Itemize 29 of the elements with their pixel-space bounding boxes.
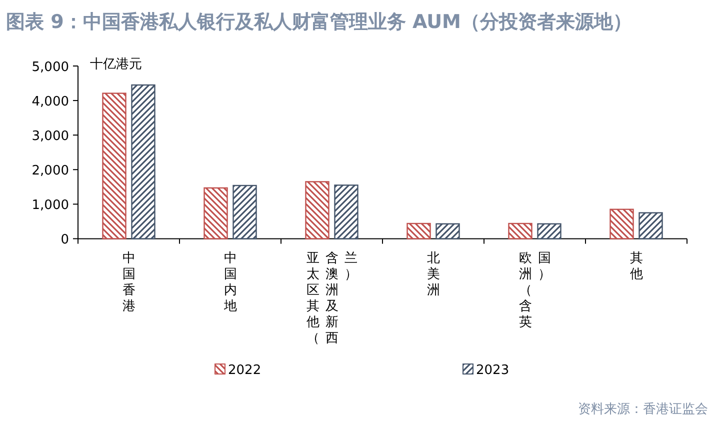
y-tick-label: 5,000 bbox=[32, 60, 69, 75]
bar bbox=[131, 84, 156, 240]
y-axis-title: 十亿港元 bbox=[90, 57, 142, 72]
x-tick-label: 其他 bbox=[629, 250, 644, 284]
bar bbox=[305, 181, 330, 240]
bar bbox=[610, 208, 634, 240]
x-tick-label: 中国内地 bbox=[223, 250, 238, 316]
bar bbox=[537, 223, 562, 240]
bar bbox=[334, 184, 358, 240]
bar bbox=[638, 212, 663, 240]
y-tick-label: 3,000 bbox=[32, 129, 69, 144]
bar bbox=[406, 222, 431, 240]
y-tick-label: 4,000 bbox=[32, 94, 69, 110]
y-tick-label: 1,000 bbox=[32, 198, 69, 214]
y-tick-label: 2,000 bbox=[32, 164, 69, 179]
y-tick-label: 0 bbox=[60, 232, 69, 248]
category-label: 亚太区其他（含澳洲及新西兰） bbox=[306, 250, 358, 346]
bar bbox=[508, 222, 532, 240]
bar bbox=[436, 223, 460, 240]
category-label: 欧洲（含英国） bbox=[518, 250, 551, 330]
legend-label: 2022 bbox=[228, 363, 262, 378]
x-tick-label: 中国香港 bbox=[122, 250, 136, 316]
text: 资料来源：香港证监会 bbox=[578, 402, 708, 417]
legend-label: 2023 bbox=[476, 363, 510, 378]
bar bbox=[102, 92, 126, 240]
bar bbox=[232, 184, 257, 240]
bar bbox=[204, 187, 228, 240]
chart-title: 图表 9：中国香港私人银行及私人财富管理业务 AUM（分投资者来源地） bbox=[6, 11, 632, 33]
x-tick-label: 北美洲 bbox=[426, 250, 440, 300]
